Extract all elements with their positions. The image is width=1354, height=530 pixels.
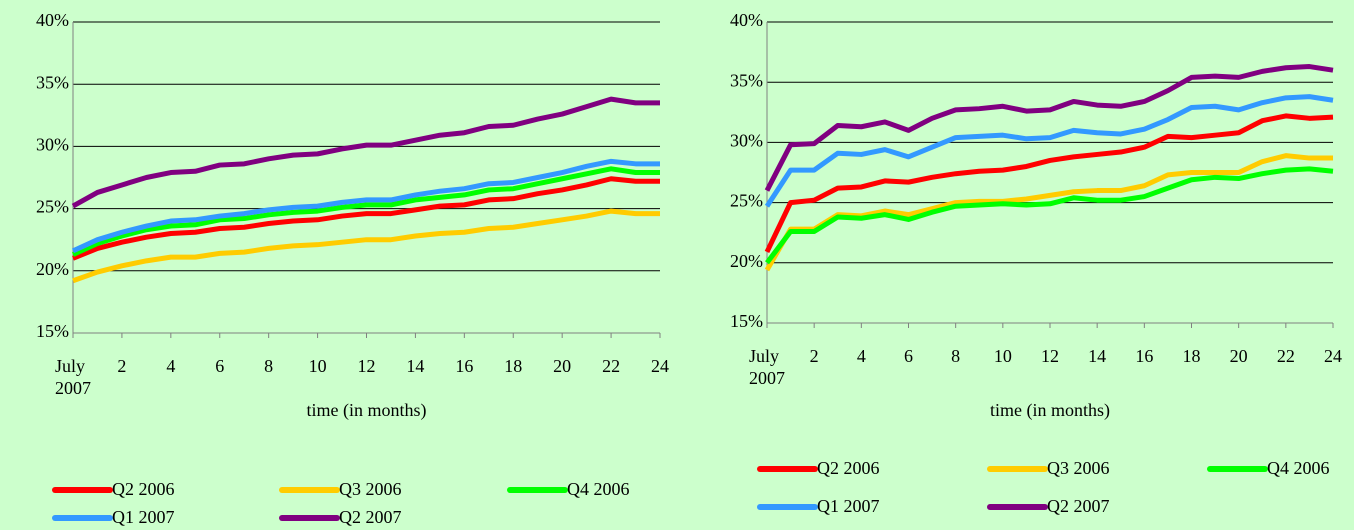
x-tick-label: 24 [1324, 346, 1342, 366]
line-series [71, 96, 660, 209]
y-tick-label: 40% [730, 10, 763, 30]
y-tick-label: 25% [36, 197, 69, 217]
x-tick-label: 16 [1135, 346, 1154, 366]
y-tick-label: 15% [730, 311, 763, 331]
legend-label: Q4 2006 [1267, 458, 1330, 478]
x-tick-label: 4 [856, 346, 866, 366]
x-tick-label: 16 [455, 356, 474, 376]
x-tick-label: 4 [166, 356, 176, 376]
x-tick-label: 18 [504, 356, 523, 376]
x-tick-label: 6 [215, 356, 225, 376]
x-tick-label: 8 [264, 356, 274, 376]
x-tick-label: 2 [117, 356, 127, 376]
x-axis-label: time (in months) [307, 400, 427, 421]
x-tick-label: 14 [406, 356, 425, 376]
y-tick-label: 25% [730, 191, 763, 211]
x-tick-label: 14 [1088, 346, 1107, 366]
line-series [72, 208, 660, 284]
y-tick-label: 20% [730, 251, 763, 271]
legend-label: Q2 2006 [112, 479, 175, 499]
legend-label: Q2 2007 [1047, 496, 1110, 516]
x-tick-label: 12 [1041, 346, 1059, 366]
line-series [764, 113, 1334, 254]
x-tick-label: 24 [651, 356, 669, 376]
x-tick-label: 22 [1276, 346, 1295, 366]
legend-label: Q3 2006 [1047, 458, 1110, 478]
legend-label: Q3 2006 [339, 479, 402, 499]
x-tick-label: 8 [951, 346, 961, 366]
line-series [765, 166, 1334, 265]
x-tick-label: 12 [357, 356, 376, 376]
y-tick-label: 15% [36, 321, 69, 341]
x-tick-label: 20 [553, 356, 572, 376]
y-tick-label: 40% [36, 10, 69, 30]
legend-label: Q2 2007 [339, 507, 402, 527]
legend-label: Q1 2007 [817, 496, 880, 516]
x-tick-label: 18 [1182, 346, 1201, 366]
x-tick-label: 22 [602, 356, 621, 376]
line-series [764, 153, 1333, 272]
line-series [764, 94, 1334, 208]
x-tick-label: July 2007 [55, 356, 91, 398]
x-axis-label: time (in months) [990, 400, 1110, 421]
line-series [71, 158, 660, 254]
legend-label: Q4 2006 [567, 479, 630, 499]
x-tick-label: July 2007 [749, 346, 785, 388]
x-tick-label: 20 [1229, 346, 1248, 366]
x-tick-label: 10 [308, 356, 327, 376]
legend-label: Q2 2006 [817, 458, 880, 478]
x-tick-label: 2 [809, 346, 819, 366]
y-tick-label: 35% [730, 70, 763, 90]
line-series [72, 176, 660, 261]
y-tick-label: 35% [36, 72, 69, 92]
legend-label: Q1 2007 [112, 507, 175, 527]
x-tick-label: 10 [993, 346, 1012, 366]
x-tick-label: 6 [904, 346, 913, 366]
line-series [71, 166, 660, 257]
y-tick-label: 20% [36, 259, 69, 279]
y-tick-label: 30% [36, 135, 69, 155]
y-tick-label: 30% [730, 131, 763, 151]
line-series [764, 64, 1334, 192]
